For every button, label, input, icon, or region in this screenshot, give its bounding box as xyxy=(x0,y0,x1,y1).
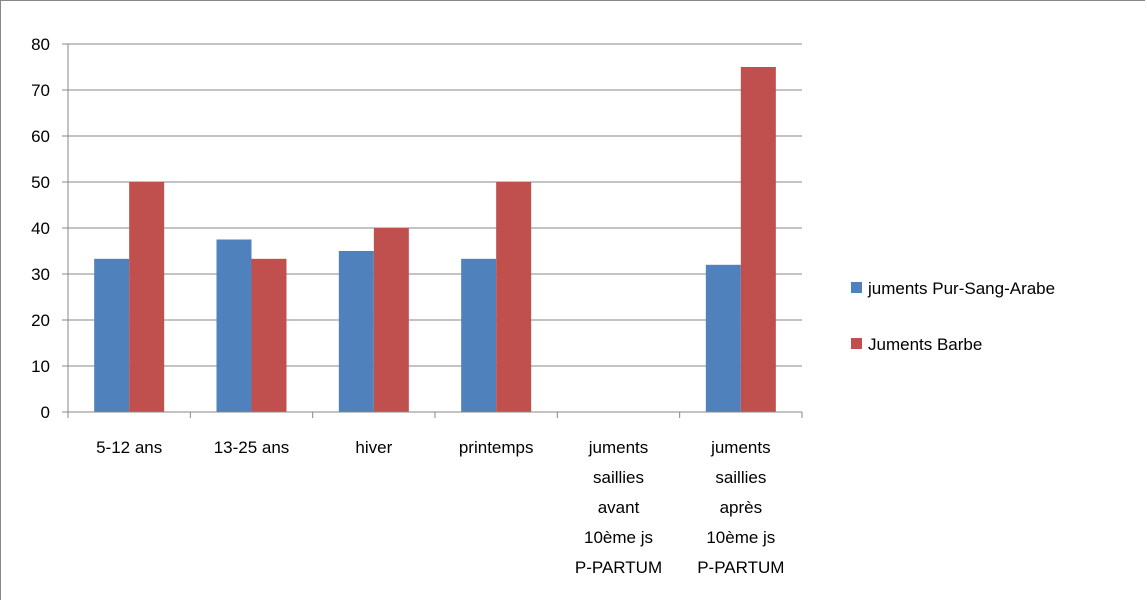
x-tick-label: saillies xyxy=(593,468,644,487)
x-tick-label: P-PARTUM xyxy=(575,558,662,577)
x-tick-label: printemps xyxy=(459,438,534,457)
legend-label: Juments Barbe xyxy=(868,335,982,354)
legend-label: juments Pur-Sang-Arabe xyxy=(867,279,1055,298)
bars xyxy=(94,67,776,412)
y-tick-label: 0 xyxy=(41,403,50,422)
x-tick-label: 5-12 ans xyxy=(96,438,162,457)
x-tick-label: P-PARTUM xyxy=(697,558,784,577)
x-axis-tick-labels: 5-12 ans 13-25 ans hiver printemps juments sa… xyxy=(96,438,784,577)
axes xyxy=(62,43,803,418)
legend: juments Pur-Sang-Arabe Juments Barbe xyxy=(851,279,1055,354)
x-tick-label: 13-25 ans xyxy=(214,438,290,457)
bar-barbe xyxy=(740,67,776,412)
bar-barbe xyxy=(251,258,287,412)
bar-pur-sang-arabe xyxy=(216,239,252,412)
x-tick-label: saillies xyxy=(715,468,766,487)
bar-barbe xyxy=(129,182,165,412)
y-axis-tick-labels: 0 10 20 30 40 50 60 70 80 xyxy=(31,35,50,422)
x-tick-label: 10ème js xyxy=(706,528,775,547)
legend-swatch xyxy=(851,338,862,349)
bar-pur-sang-arabe xyxy=(705,264,741,412)
gridlines xyxy=(68,43,802,367)
y-tick-label: 10 xyxy=(31,357,50,376)
x-tick-label: juments xyxy=(710,438,771,457)
y-tick-label: 70 xyxy=(31,81,50,100)
bar-pur-sang-arabe xyxy=(94,258,130,412)
y-tick-label: 20 xyxy=(31,311,50,330)
y-tick-label: 30 xyxy=(31,265,50,284)
y-tick-label: 50 xyxy=(31,173,50,192)
y-tick-label: 40 xyxy=(31,219,50,238)
legend-swatch xyxy=(851,282,862,293)
bar-barbe xyxy=(373,228,409,412)
x-tick-label: avant xyxy=(598,498,640,517)
y-tick-label: 60 xyxy=(31,127,50,146)
y-tick-label: 80 xyxy=(31,35,50,54)
x-tick-label: 10ème js xyxy=(584,528,653,547)
x-tick-label: hiver xyxy=(355,438,392,457)
bar-pur-sang-arabe xyxy=(461,258,497,412)
x-tick-label: après xyxy=(720,498,763,517)
bar-pur-sang-arabe xyxy=(338,251,374,412)
x-tick-label: juments xyxy=(588,438,649,457)
bar-barbe xyxy=(496,182,532,412)
